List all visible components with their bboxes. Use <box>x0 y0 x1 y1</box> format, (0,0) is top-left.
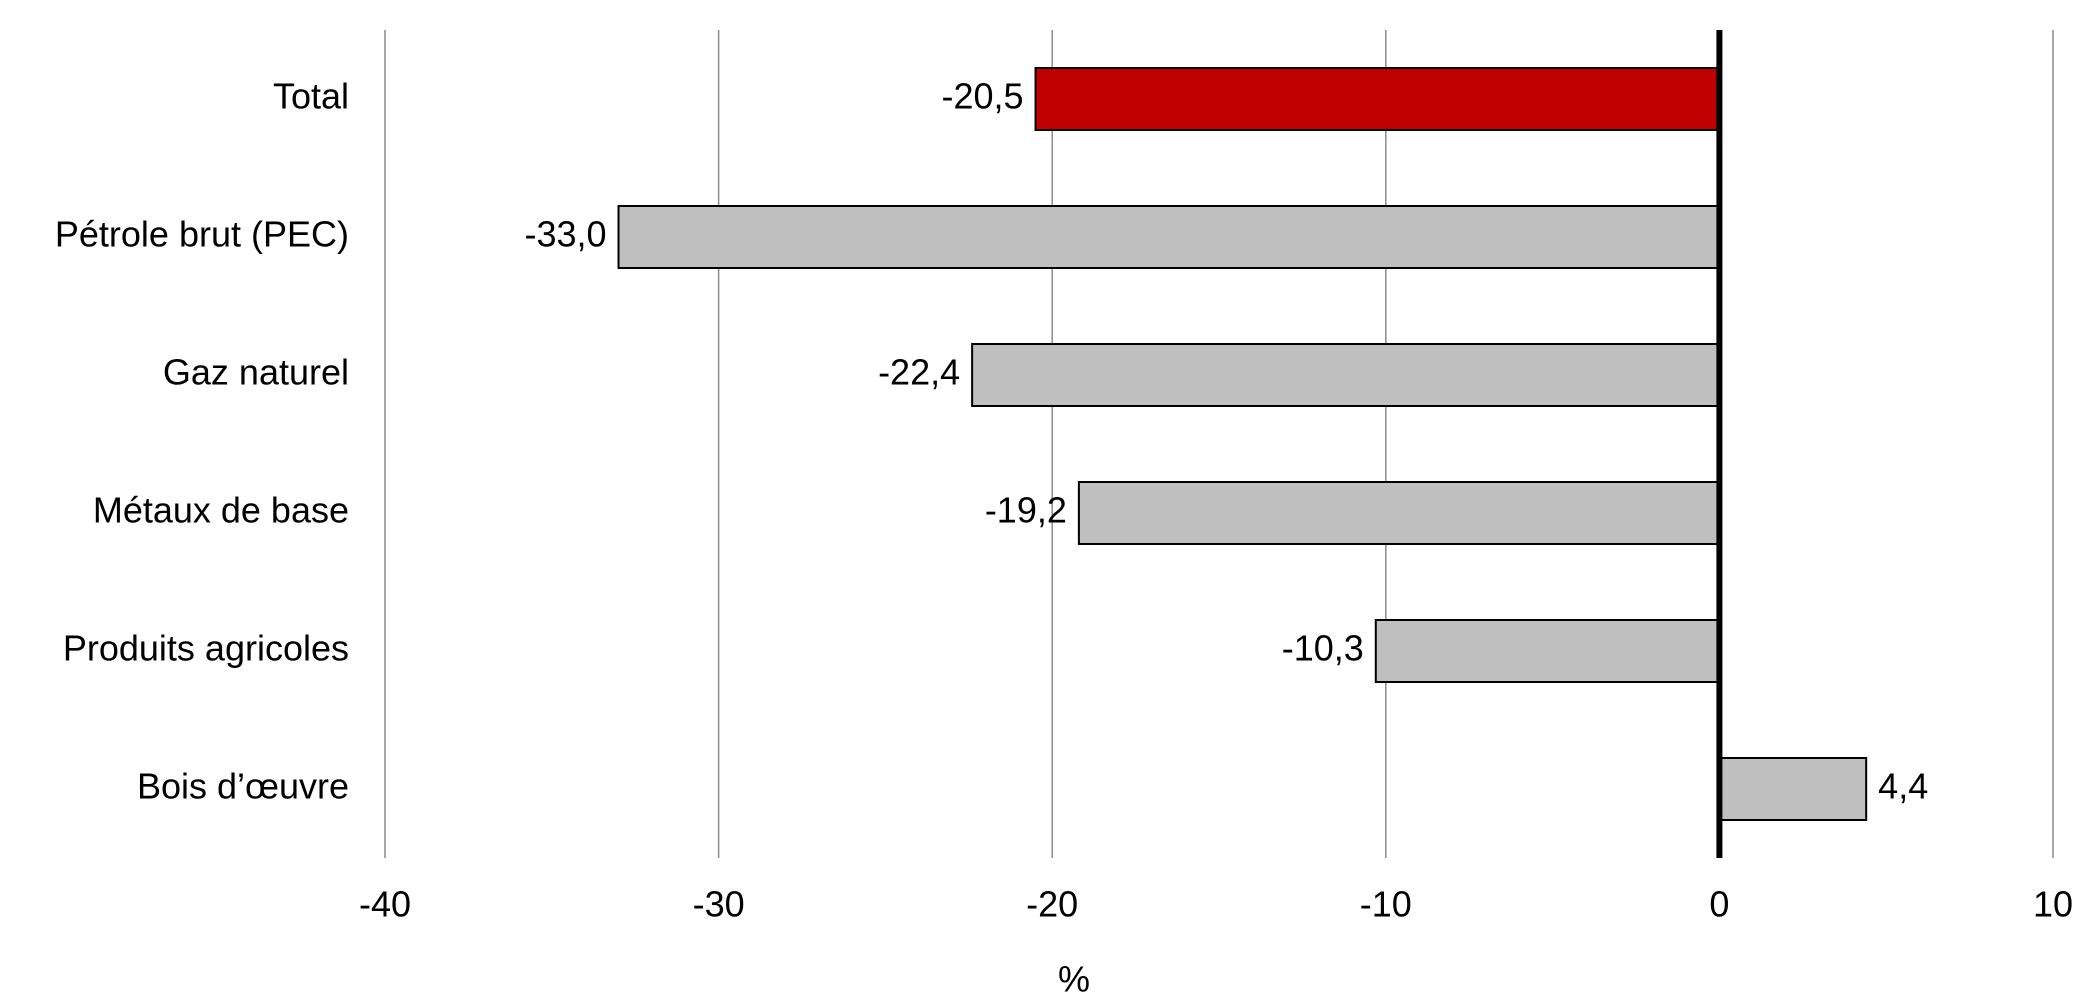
value-label: -19,2 <box>985 490 1067 531</box>
value-label: -22,4 <box>878 352 960 393</box>
y-tick-label: Gaz naturel <box>163 352 349 393</box>
value-label: -20,5 <box>941 76 1023 117</box>
bar <box>617 205 1721 269</box>
bar <box>1034 67 1721 131</box>
x-axis-label: % <box>1058 959 1090 1000</box>
y-tick-label: Métaux de base <box>93 490 349 531</box>
value-label: -10,3 <box>1282 628 1364 669</box>
value-label: 4,4 <box>1878 766 1928 807</box>
y-tick-label: Produits agricoles <box>63 628 349 669</box>
x-tick-label: -20 <box>1026 884 1078 925</box>
bar <box>1718 757 1868 821</box>
y-tick-label: Pétrole brut (PEC) <box>55 214 349 255</box>
y-tick-label: Total <box>273 76 349 117</box>
bar <box>1374 619 1721 683</box>
x-tick-label: 0 <box>1709 884 1729 925</box>
value-label: -33,0 <box>524 214 606 255</box>
bar <box>1077 481 1721 545</box>
y-tick-label: Bois d’œuvre <box>137 766 349 807</box>
x-tick-label: -30 <box>693 884 745 925</box>
bar <box>971 343 1721 407</box>
x-tick-label: -40 <box>359 884 411 925</box>
x-tick-label: 10 <box>2033 884 2073 925</box>
x-tick-label: -10 <box>1360 884 1412 925</box>
